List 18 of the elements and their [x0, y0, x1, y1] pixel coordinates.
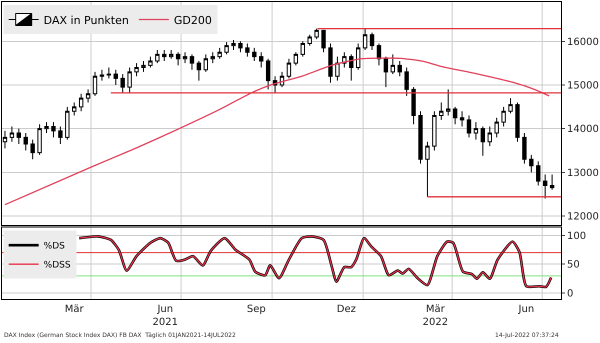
legend-label: GD200 [174, 14, 212, 27]
x-tick-label: Jun 2021 [152, 304, 178, 328]
y-tick-label: 13000 [567, 168, 599, 179]
legend-label: %DSS [44, 260, 71, 271]
y-tick-label: 15000 [567, 80, 599, 92]
legend-label: %DS [44, 242, 66, 252]
y-tick-label: 0 [567, 288, 574, 300]
y-tick-label: 100 [567, 230, 586, 242]
x-tick-label: Jun [518, 304, 534, 315]
legend-label: DAX in Punkten [44, 14, 129, 27]
y-tick-label: 50 [567, 260, 580, 271]
x-tick-label: Dez [336, 304, 356, 315]
y-tick-label: 16000 [567, 36, 599, 48]
x-tick-label: Mär 2022 [422, 304, 448, 328]
y-tick-label: 14000 [567, 124, 599, 136]
y-tick-label: 12000 [567, 212, 599, 223]
x-tick-label: Sep [246, 304, 266, 315]
x-tick-label: Mär [64, 304, 85, 315]
